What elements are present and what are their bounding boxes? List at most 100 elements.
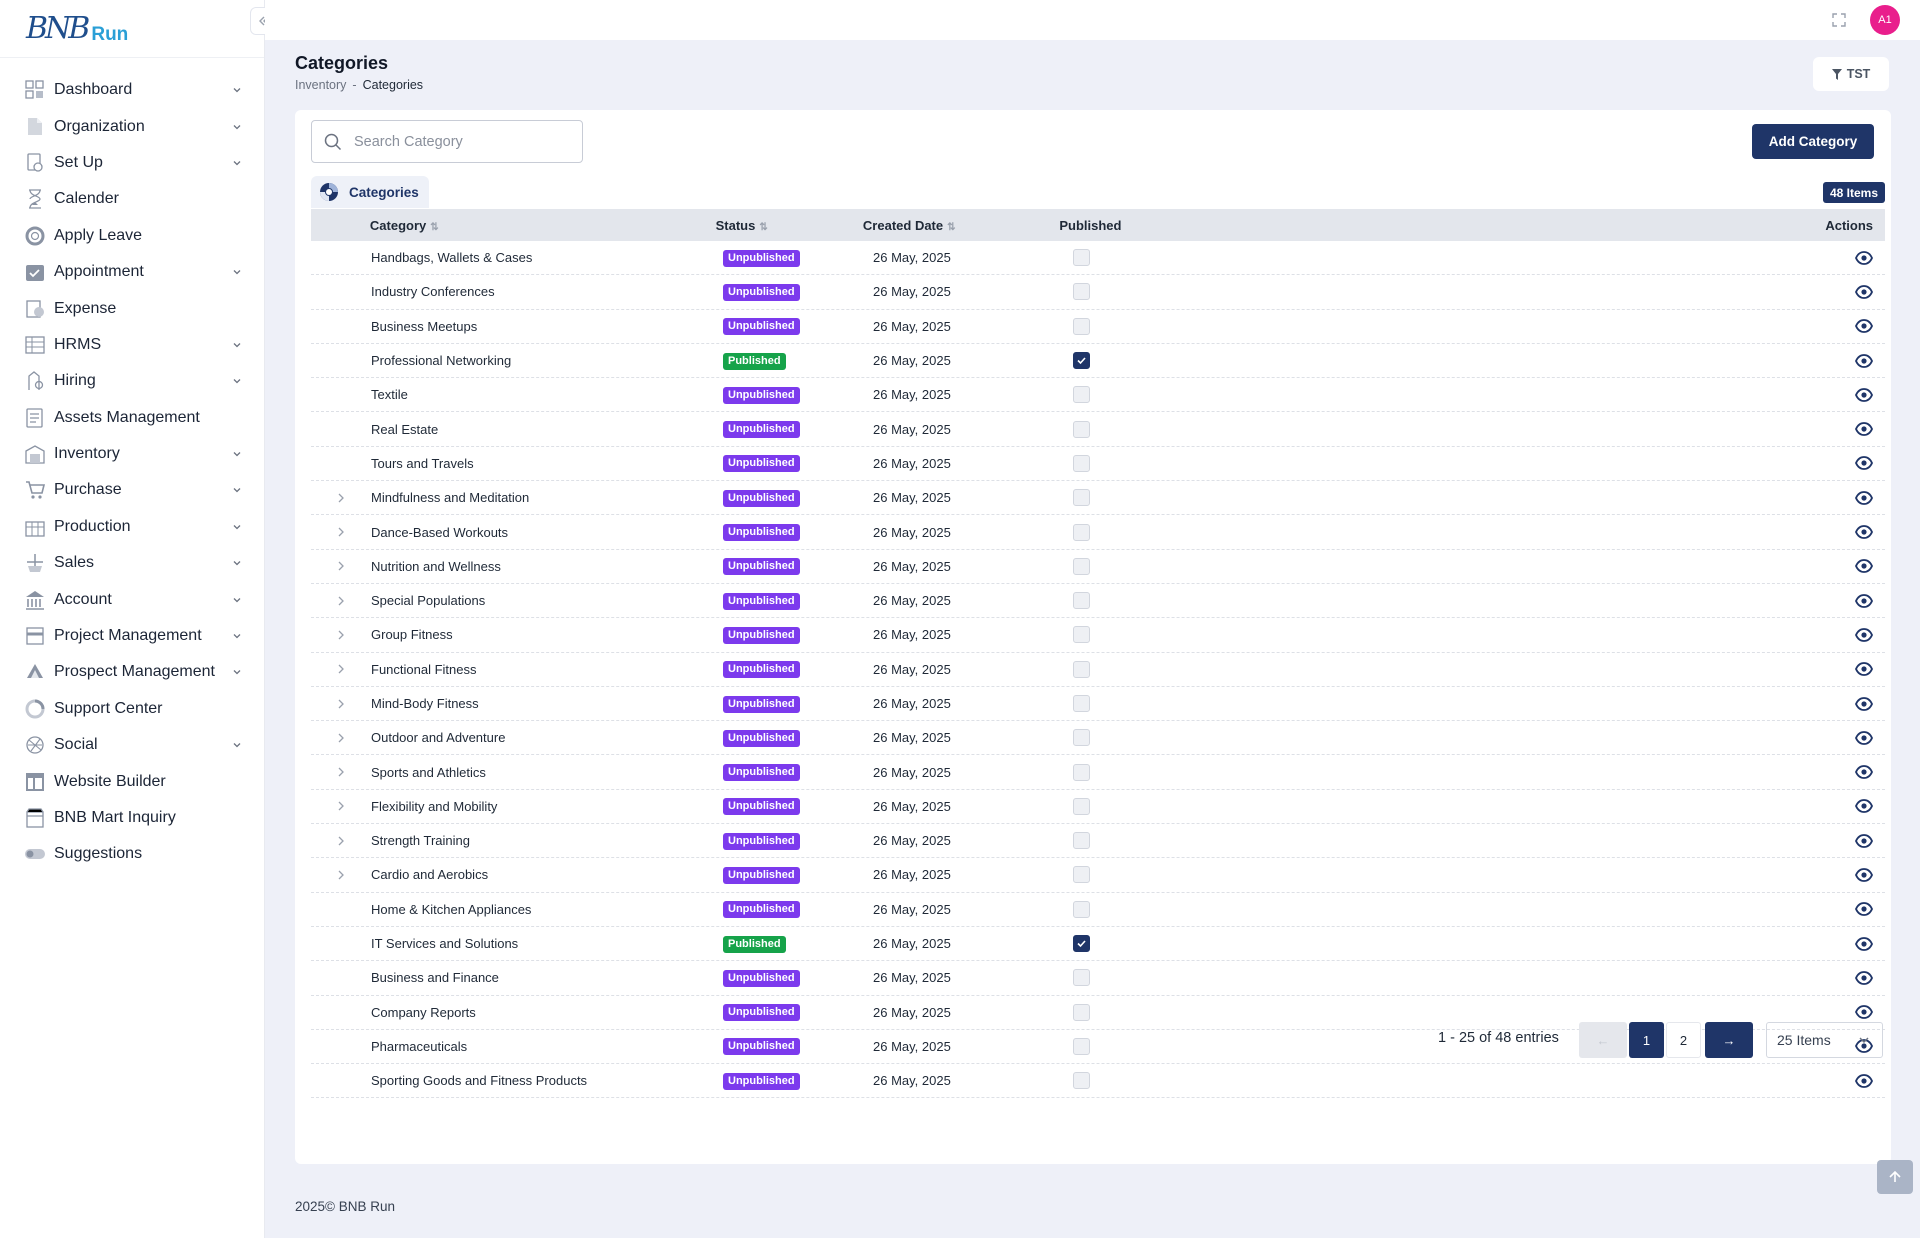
published-checkbox[interactable] [1073,935,1090,953]
published-checkbox[interactable] [1073,1003,1090,1021]
published-checkbox[interactable] [1073,1072,1090,1090]
sort-icon[interactable]: ⇅ [759,221,768,233]
chevron-right-icon[interactable] [336,869,346,881]
eye-icon[interactable] [1855,765,1873,779]
header-created-date[interactable]: Created Date ⇅ [863,218,1059,233]
sidebar-item-apply-leave[interactable]: Apply Leave [0,218,264,254]
sidebar-item-calender[interactable]: Calender [0,181,264,217]
eye-icon[interactable] [1855,799,1873,814]
chevron-right-icon[interactable] [336,698,346,710]
expand-cell[interactable] [311,526,371,538]
chevron-down-icon[interactable] [230,593,244,607]
published-checkbox[interactable] [1073,626,1090,644]
expand-cell[interactable] [311,698,371,710]
expand-cell[interactable] [311,766,371,778]
breadcrumb-inventory[interactable]: Inventory [295,78,347,92]
chevron-down-icon[interactable] [230,83,244,97]
sidebar-item-purchase[interactable]: Purchase [0,472,264,508]
header-status[interactable]: Status ⇅ [716,218,863,233]
eye-icon[interactable] [1855,593,1873,608]
header-category[interactable]: Category ⇅ [370,218,716,233]
eye-icon[interactable] [1855,353,1873,368]
chevron-down-icon[interactable] [230,447,244,461]
expand-cell[interactable] [311,835,371,847]
eye-icon[interactable] [1855,422,1873,437]
chevron-right-icon[interactable] [336,732,346,744]
chevron-right-icon[interactable] [336,492,346,504]
published-checkbox[interactable] [1073,283,1090,301]
sidebar-item-production[interactable]: Production [0,509,264,545]
sort-icon[interactable]: ⇅ [430,221,439,233]
sidebar-item-sales[interactable]: Sales [0,545,264,581]
eye-icon[interactable] [1855,285,1873,299]
published-checkbox[interactable] [1073,729,1090,747]
eye-icon[interactable] [1855,525,1873,539]
sidebar-item-inventory[interactable]: Inventory [0,436,264,472]
sidebar-item-expense[interactable]: Expense [0,290,264,326]
eye-icon[interactable] [1855,1073,1873,1088]
sidebar-item-assets-management[interactable]: Assets Management [0,400,264,436]
chevron-down-icon[interactable] [230,338,244,352]
published-checkbox[interactable] [1073,454,1090,472]
chevron-down-icon[interactable] [230,556,244,570]
published-checkbox[interactable] [1073,695,1090,712]
sidebar-item-support-center[interactable]: Support Center [0,691,264,727]
sidebar-item-organization[interactable]: Organization [0,108,264,144]
eye-icon[interactable] [1855,696,1873,711]
chevron-right-icon[interactable] [336,595,346,607]
expand-cell[interactable] [311,869,371,881]
scroll-to-top-button[interactable] [1877,1160,1913,1194]
prev-page-button[interactable]: ← [1579,1022,1627,1058]
chevron-right-icon[interactable] [336,835,346,847]
eye-icon[interactable] [1855,387,1873,402]
eye-icon[interactable] [1855,868,1873,882]
eye-icon[interactable] [1855,970,1873,985]
expand-cell[interactable] [311,492,371,504]
sidebar-item-dashboard[interactable]: Dashboard [0,72,264,108]
fullscreen-icon[interactable] [1830,11,1848,29]
chevron-down-icon[interactable] [230,374,244,388]
expand-cell[interactable] [311,800,371,812]
sidebar-item-website-builder[interactable]: Website Builder [0,763,264,799]
eye-icon[interactable] [1855,662,1873,677]
sort-icon[interactable]: ⇅ [947,221,956,233]
eye-icon[interactable] [1855,730,1873,745]
sidebar-item-social[interactable]: Social [0,727,264,763]
chevron-down-icon[interactable] [230,483,244,497]
page-2-button[interactable]: 2 [1666,1022,1701,1058]
published-checkbox[interactable] [1073,352,1090,370]
expand-cell[interactable] [311,663,371,675]
chevron-down-icon[interactable] [230,520,244,534]
chevron-down-icon[interactable] [230,120,244,134]
add-category-button[interactable]: Add Category [1752,124,1874,159]
chevron-right-icon[interactable] [336,560,346,572]
eye-icon[interactable] [1855,1005,1873,1020]
published-checkbox[interactable] [1073,420,1090,438]
published-checkbox[interactable] [1073,866,1090,884]
filter-button[interactable]: TST [1813,57,1889,91]
search-box[interactable] [311,120,583,163]
chevron-down-icon[interactable] [230,265,244,279]
page-1-button[interactable]: 1 [1629,1022,1664,1058]
published-checkbox[interactable] [1073,832,1090,850]
eye-icon[interactable] [1855,456,1873,471]
next-page-button[interactable]: → [1705,1022,1753,1058]
chevron-right-icon[interactable] [336,526,346,538]
expand-cell[interactable] [311,595,371,607]
avatar[interactable]: A1 [1870,5,1900,35]
chevron-right-icon[interactable] [336,766,346,778]
expand-cell[interactable] [311,732,371,744]
published-checkbox[interactable] [1073,249,1090,267]
eye-icon[interactable] [1855,559,1873,574]
published-checkbox[interactable] [1073,557,1090,575]
sidebar-item-hrms[interactable]: HRMS [0,327,264,363]
sidebar-item-set-up[interactable]: Set Up [0,145,264,181]
chevron-right-icon[interactable] [336,663,346,675]
published-checkbox[interactable] [1073,317,1090,335]
chevron-down-icon[interactable] [230,665,244,679]
sidebar-item-project-management[interactable]: Project Management [0,618,264,654]
published-checkbox[interactable] [1073,763,1090,781]
published-checkbox[interactable] [1073,797,1090,815]
eye-icon[interactable] [1855,936,1873,951]
eye-icon[interactable] [1855,319,1873,334]
